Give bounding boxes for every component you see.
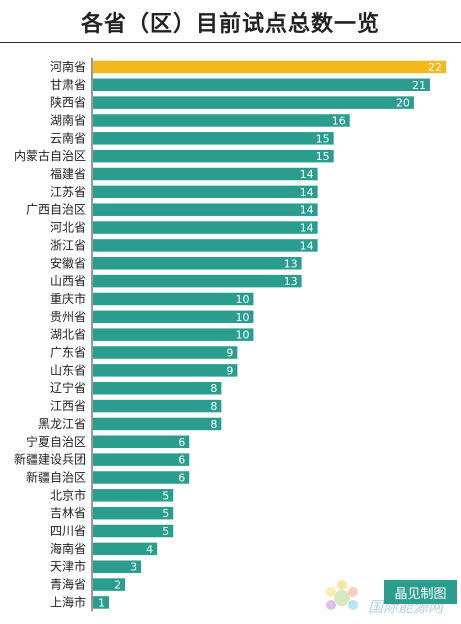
value-label: 3 (130, 561, 137, 574)
title-divider (0, 42, 461, 43)
value-label: 5 (162, 507, 169, 520)
category-label: 宁夏自治区 (26, 434, 86, 449)
value-label: 14 (300, 222, 314, 235)
category-label: 重庆市 (50, 291, 86, 306)
category-label: 山东省 (50, 363, 86, 377)
category-label: 安徽省 (50, 255, 86, 270)
category-label: 四川省 (50, 524, 86, 538)
bar (93, 96, 414, 109)
bar (93, 381, 222, 395)
bar (93, 167, 318, 181)
category-label: 河北省 (50, 221, 86, 235)
category-label: 江苏省 (50, 185, 86, 199)
bar (93, 149, 334, 163)
value-label: 21 (412, 79, 426, 92)
value-label: 10 (235, 293, 249, 306)
category-label: 天津市 (50, 559, 86, 574)
sunflower-icon (326, 580, 358, 610)
value-label: 2 (114, 579, 121, 592)
value-label: 8 (210, 382, 217, 395)
category-label: 内蒙古自治区 (14, 148, 86, 163)
value-label: 1 (98, 596, 105, 609)
value-label: 14 (300, 204, 314, 217)
category-label: 江西省 (50, 399, 86, 413)
bar (93, 489, 174, 502)
category-label: 福建省 (50, 166, 86, 181)
value-label: 15 (316, 132, 330, 145)
bar (93, 453, 190, 466)
category-label: 甘肃省 (50, 78, 86, 92)
value-label: 5 (162, 525, 169, 538)
category-label: 广东省 (50, 346, 86, 360)
credit-badge: 晶见制图 (384, 580, 457, 604)
value-label: 8 (210, 418, 217, 431)
category-label: 黑龙江省 (38, 417, 86, 431)
value-label: 14 (300, 239, 314, 252)
bar (93, 310, 254, 324)
value-label: 10 (235, 329, 249, 342)
bar (93, 60, 446, 74)
category-label: 上海市 (50, 594, 86, 609)
bar (93, 292, 254, 306)
category-label: 北京市 (50, 487, 86, 502)
value-label: 8 (210, 400, 217, 413)
category-label: 湖北省 (50, 327, 86, 342)
bar (93, 417, 222, 431)
bar (93, 274, 302, 288)
value-label: 13 (284, 275, 298, 288)
value-label: 4 (146, 543, 153, 556)
value-label: 22 (428, 61, 442, 74)
bar (93, 203, 318, 216)
bar (93, 132, 334, 145)
bar (93, 560, 142, 573)
bar (93, 78, 430, 92)
bar (93, 221, 318, 234)
chart-title: 各省（区）目前试点总数一览 (80, 12, 380, 37)
category-label: 新疆建设兵团 (14, 452, 86, 467)
category-label: 云南省 (50, 130, 86, 145)
bar (93, 471, 190, 484)
bar (93, 578, 126, 591)
value-label: 9 (226, 364, 233, 377)
category-label: 湖南省 (50, 112, 86, 127)
value-label: 6 (178, 454, 185, 467)
bar (93, 506, 174, 520)
category-label: 新疆自治区 (26, 469, 86, 484)
category-label: 陕西省 (50, 95, 86, 110)
value-label: 14 (300, 168, 314, 181)
bar (93, 542, 158, 556)
bar (93, 346, 238, 359)
category-label: 广西自治区 (26, 203, 86, 217)
value-label: 6 (178, 436, 185, 449)
value-label: 15 (316, 150, 330, 163)
bar (93, 185, 318, 199)
category-label: 海南省 (50, 541, 86, 556)
bar (93, 114, 350, 127)
value-label: 10 (235, 311, 249, 324)
value-label: 14 (300, 186, 314, 199)
bar (93, 364, 238, 377)
bar (93, 399, 222, 413)
category-label: 贵州省 (50, 310, 86, 324)
category-label: 浙江省 (50, 238, 86, 252)
value-label: 20 (396, 97, 410, 110)
category-label: 山西省 (50, 274, 86, 288)
category-label: 青海省 (50, 577, 86, 592)
bar (93, 435, 190, 449)
bar (93, 524, 174, 538)
bar (93, 596, 110, 609)
category-label: 河南省 (50, 59, 86, 74)
bar (93, 239, 318, 252)
value-label: 5 (162, 489, 169, 502)
value-label: 6 (178, 471, 185, 484)
category-label: 辽宁省 (50, 380, 86, 395)
bar (93, 328, 254, 341)
value-label: 13 (284, 257, 298, 270)
value-label: 9 (226, 347, 233, 360)
category-label: 吉林省 (50, 506, 86, 520)
value-label: 16 (332, 114, 346, 127)
bar (93, 257, 302, 270)
